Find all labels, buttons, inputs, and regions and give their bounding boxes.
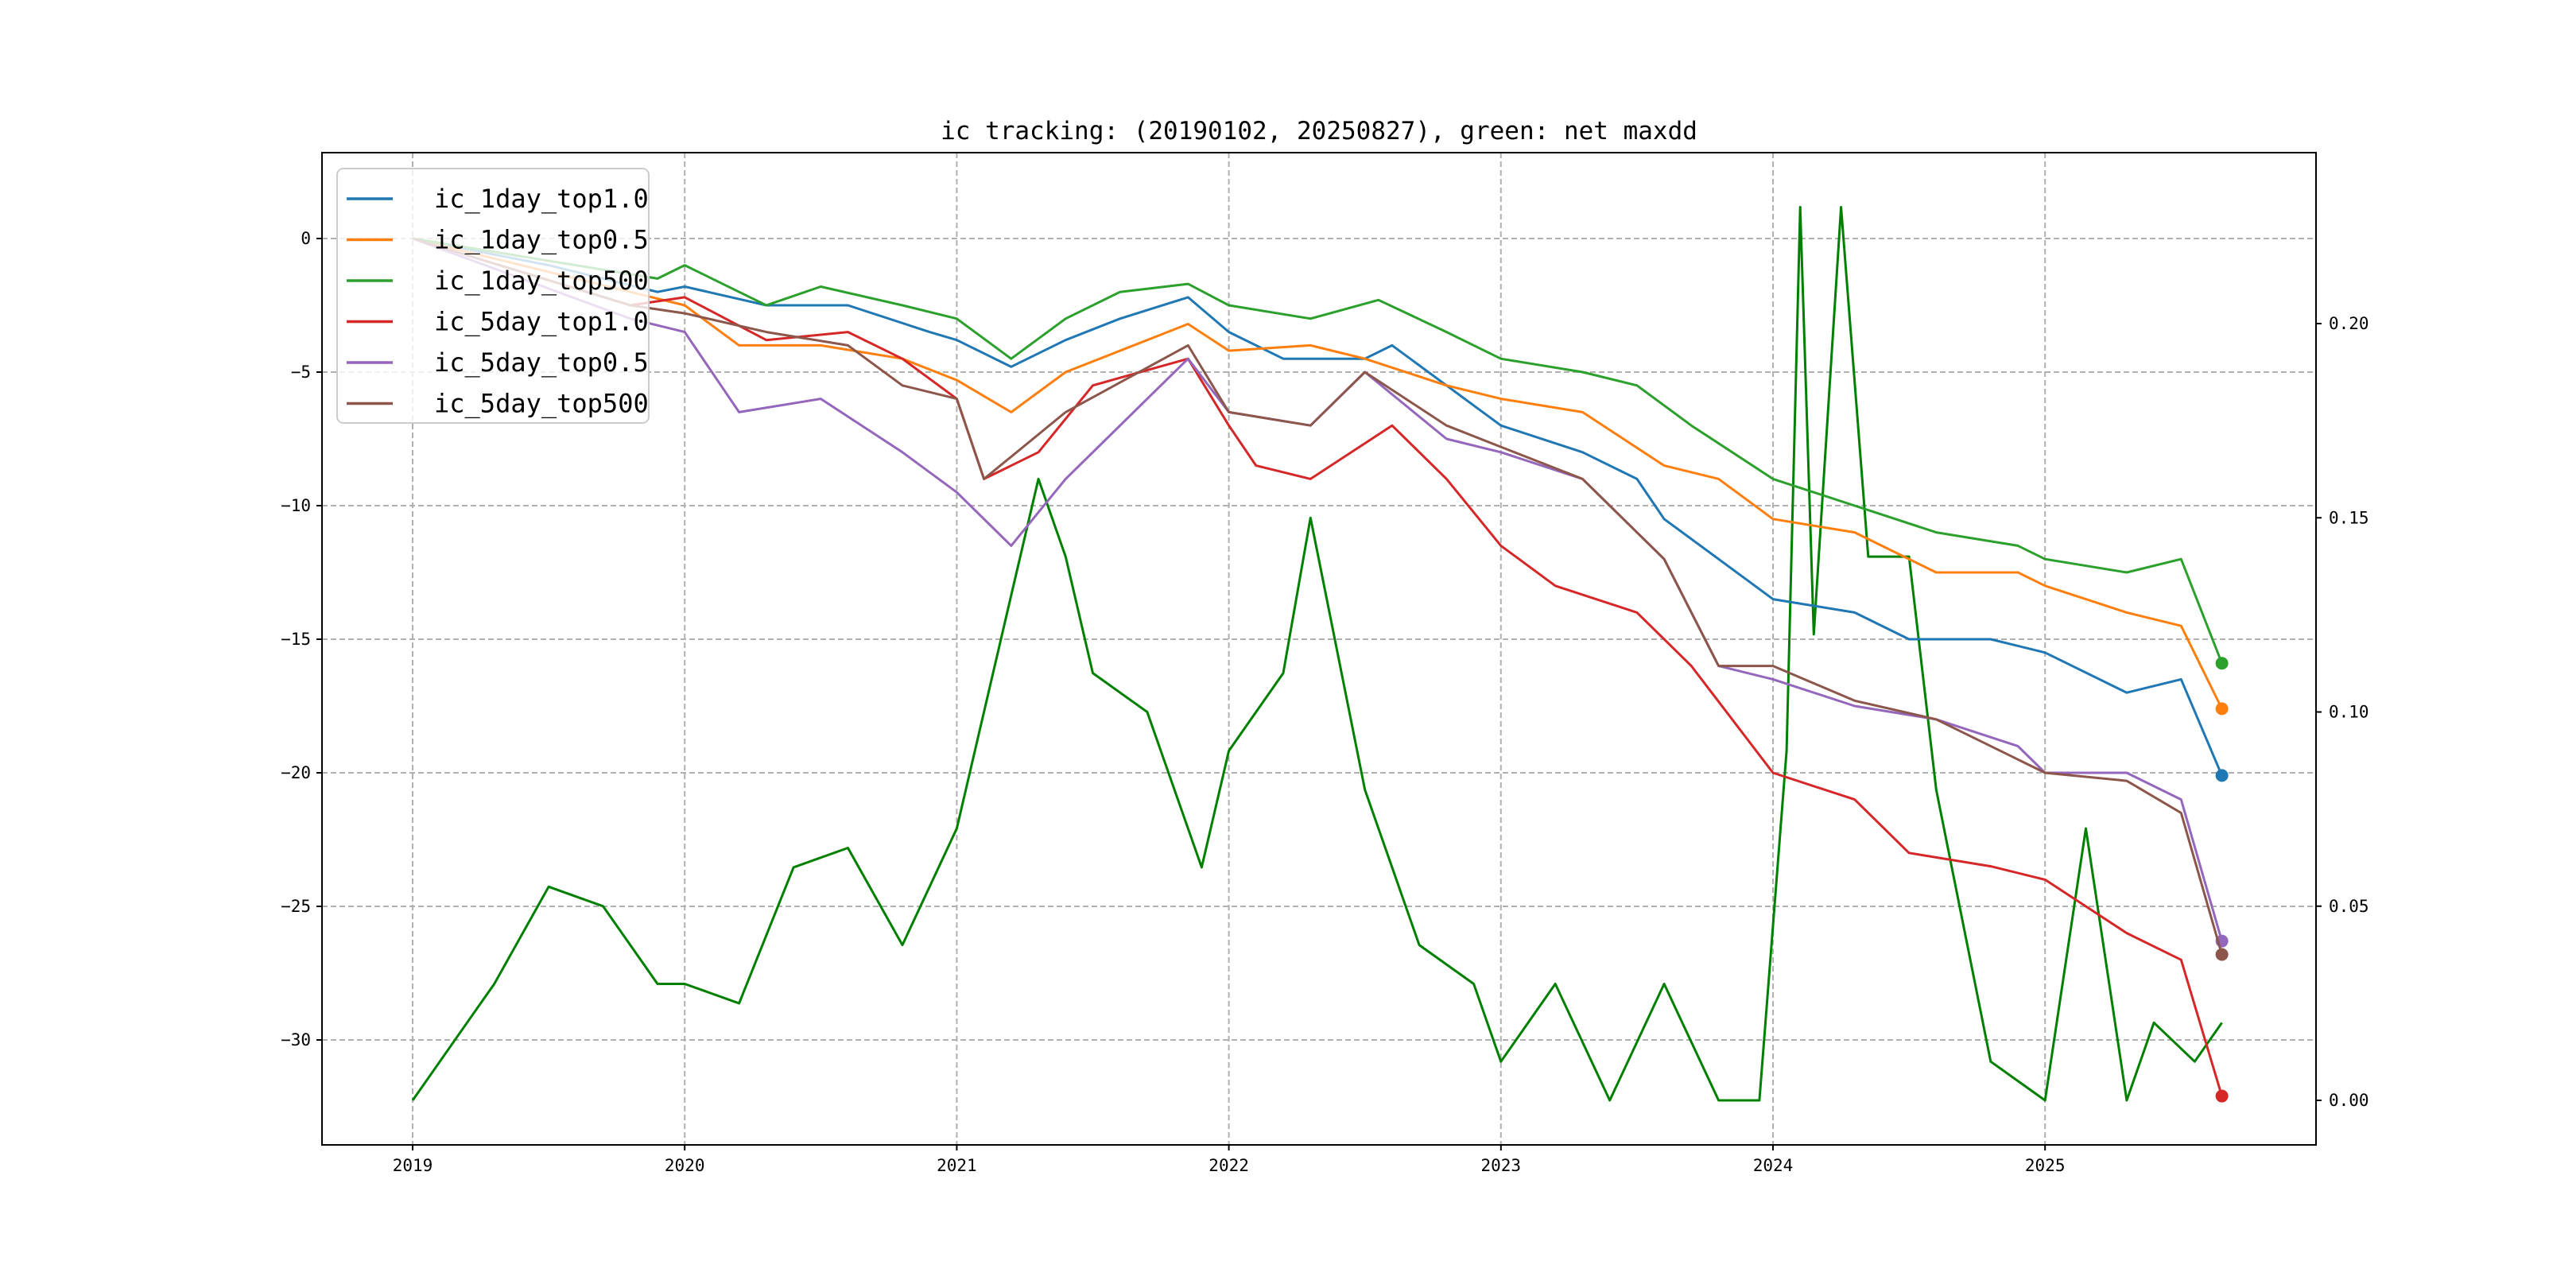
legend: ic_1day_top1.0 ic_1day_top0.5 ic_1day_top5… <box>336 168 650 424</box>
series-line-ic-5day-top0-5 <box>412 237 2224 942</box>
legend-label: ic_1day_top1.0 <box>434 184 649 214</box>
series-endpoint-ic-5day-top1-0 <box>2215 1089 2229 1103</box>
x-axis: 2019 2020 2021 2022 2023 2024 2025 <box>393 1145 2066 1175</box>
y-tick-label: −20 <box>281 763 311 782</box>
series-line-ic-5day-top500 <box>412 237 2224 955</box>
legend-box <box>336 168 650 424</box>
y-axis-left: 0 −5 −10 −15 −20 −25 −30 <box>281 229 322 1049</box>
x-tick-label: 2019 <box>393 1156 433 1175</box>
y2-tick-label: 0.10 <box>2329 703 2369 722</box>
series-endpoint-ic-1day-top1-0 <box>2215 769 2229 782</box>
x-tick-label: 2024 <box>1753 1156 1794 1175</box>
x-tick-label: 2025 <box>2025 1156 2066 1175</box>
legend-label: ic_5day_top0.5 <box>434 347 649 378</box>
y2-tick-label: 0.20 <box>2329 314 2369 333</box>
x-tick-label: 2021 <box>937 1156 977 1175</box>
y-tick-label: −5 <box>291 363 311 382</box>
series-endpoint-ic-5day-top500 <box>2215 948 2229 961</box>
series-line-ic-1day-top1-0 <box>412 237 2223 776</box>
y2-tick-label: 0.00 <box>2329 1091 2369 1110</box>
chart-title: ic tracking: (20190102, 20250827), green… <box>941 117 1697 145</box>
y-tick-label: −10 <box>281 496 311 515</box>
x-tick-label: 2020 <box>665 1156 705 1175</box>
x-tick-label: 2023 <box>1481 1156 1522 1175</box>
legend-label: ic_5day_top500 <box>434 389 649 419</box>
y-tick-label: −30 <box>281 1030 311 1049</box>
series-endpoint-ic-1day-top500 <box>2215 657 2229 670</box>
y-tick-label: 0 <box>301 229 311 248</box>
y-axis-right: 0.00 0.05 0.10 0.15 0.20 <box>2316 314 2369 1110</box>
plot-frame <box>321 152 2317 1146</box>
x-tick-label: 2022 <box>1208 1156 1249 1175</box>
series-line-ic-1day-top0-5 <box>412 237 2223 710</box>
legend-label: ic_5day_top1.0 <box>434 307 649 337</box>
series-endpoint-ic-1day-top0-5 <box>2215 702 2229 716</box>
y2-tick-label: 0.05 <box>2329 897 2369 916</box>
series-line-ic-1day-top500 <box>412 237 2223 664</box>
series-line-net-maxdd <box>411 206 2223 1102</box>
series-line-ic-5day-top1-0 <box>412 237 2224 1097</box>
legend-label: ic_1day_top0.5 <box>434 225 649 255</box>
y2-tick-label: 0.15 <box>2329 508 2369 527</box>
legend-label: ic_1day_top500 <box>434 266 649 296</box>
y-tick-label: −25 <box>281 897 311 916</box>
series-lines <box>411 206 2229 1103</box>
y-tick-label: −15 <box>281 630 311 649</box>
